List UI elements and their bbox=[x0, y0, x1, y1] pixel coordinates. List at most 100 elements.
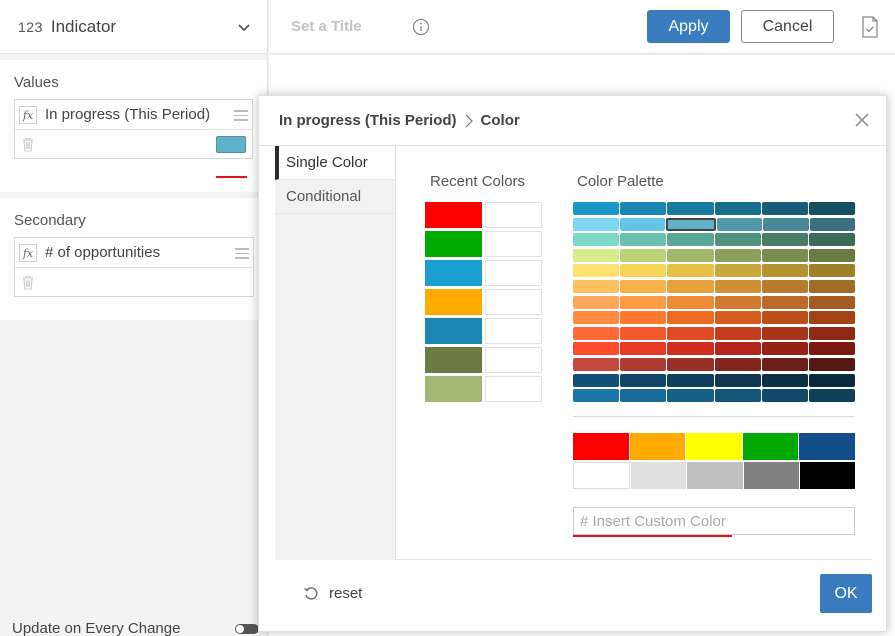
palette-color-swatch[interactable] bbox=[620, 279, 667, 293]
recent-color-swatch[interactable] bbox=[425, 376, 482, 402]
palette-color-swatch[interactable] bbox=[714, 342, 761, 356]
palette-color-swatch[interactable] bbox=[714, 248, 761, 262]
palette-color-swatch[interactable] bbox=[620, 295, 667, 309]
palette-color-swatch[interactable] bbox=[620, 389, 667, 403]
palette-color-swatch[interactable] bbox=[808, 202, 856, 215]
basic-color-swatch[interactable] bbox=[629, 433, 686, 460]
palette-color-swatch[interactable] bbox=[714, 233, 761, 247]
recent-color-swatch[interactable] bbox=[425, 231, 482, 257]
palette-color-swatch[interactable] bbox=[808, 326, 856, 340]
palette-color-swatch[interactable] bbox=[716, 217, 762, 231]
recent-color-empty-slot[interactable] bbox=[485, 289, 542, 315]
palette-color-swatch[interactable] bbox=[573, 342, 620, 356]
chevron-down-icon[interactable] bbox=[237, 20, 251, 34]
reset-button[interactable]: reset bbox=[303, 585, 362, 602]
visualization-selector[interactable]: 123 Indicator bbox=[0, 0, 267, 54]
palette-color-swatch[interactable] bbox=[666, 217, 716, 231]
palette-color-swatch[interactable] bbox=[620, 248, 667, 262]
palette-color-swatch[interactable] bbox=[667, 264, 714, 278]
palette-color-swatch[interactable] bbox=[808, 279, 856, 293]
trash-icon[interactable] bbox=[21, 137, 35, 152]
palette-color-swatch[interactable] bbox=[573, 279, 620, 293]
palette-color-swatch[interactable] bbox=[808, 389, 856, 403]
palette-color-swatch[interactable] bbox=[714, 279, 761, 293]
basic-color-swatch[interactable] bbox=[573, 462, 631, 489]
palette-color-swatch[interactable] bbox=[761, 295, 808, 309]
recent-color-swatch[interactable] bbox=[425, 318, 482, 344]
palette-color-swatch[interactable] bbox=[573, 295, 620, 309]
palette-color-swatch[interactable] bbox=[761, 248, 808, 262]
palette-color-swatch[interactable] bbox=[620, 264, 667, 278]
recent-color-swatch[interactable] bbox=[425, 202, 482, 228]
palette-color-swatch[interactable] bbox=[620, 373, 667, 387]
recent-color-empty-slot[interactable] bbox=[485, 231, 542, 257]
palette-color-swatch[interactable] bbox=[714, 373, 761, 387]
palette-color-swatch[interactable] bbox=[761, 311, 808, 325]
secondary-field[interactable]: fx # of opportunities bbox=[14, 237, 254, 297]
palette-color-swatch[interactable] bbox=[573, 248, 620, 262]
info-icon[interactable] bbox=[412, 18, 430, 36]
palette-color-swatch[interactable] bbox=[667, 233, 714, 247]
palette-color-swatch[interactable] bbox=[761, 357, 808, 371]
palette-color-swatch[interactable] bbox=[667, 342, 714, 356]
palette-color-swatch[interactable] bbox=[620, 326, 667, 340]
drag-handle-icon[interactable] bbox=[235, 248, 249, 262]
basic-color-swatch[interactable] bbox=[687, 462, 743, 489]
update-on-change-toggle[interactable] bbox=[235, 624, 259, 634]
palette-color-swatch[interactable] bbox=[667, 295, 714, 309]
palette-color-swatch[interactable] bbox=[808, 311, 856, 325]
palette-color-swatch[interactable] bbox=[808, 233, 856, 247]
palette-color-swatch[interactable] bbox=[761, 202, 808, 215]
palette-color-swatch[interactable] bbox=[573, 264, 620, 278]
palette-color-swatch[interactable] bbox=[761, 373, 808, 387]
custom-color-input[interactable] bbox=[573, 507, 855, 535]
basic-color-swatch[interactable] bbox=[743, 462, 799, 489]
palette-color-swatch[interactable] bbox=[620, 357, 667, 371]
palette-color-swatch[interactable] bbox=[763, 217, 809, 231]
palette-color-swatch[interactable] bbox=[667, 311, 714, 325]
palette-color-swatch[interactable] bbox=[620, 311, 667, 325]
trash-icon[interactable] bbox=[21, 275, 35, 290]
recent-color-empty-slot[interactable] bbox=[485, 347, 542, 373]
palette-color-swatch[interactable] bbox=[714, 264, 761, 278]
basic-color-swatch[interactable] bbox=[799, 462, 856, 489]
palette-color-swatch[interactable] bbox=[620, 202, 667, 215]
basic-color-swatch[interactable] bbox=[799, 433, 855, 460]
drag-handle-icon[interactable] bbox=[234, 110, 248, 124]
palette-color-swatch[interactable] bbox=[667, 279, 714, 293]
close-icon[interactable] bbox=[854, 112, 870, 128]
tab-conditional[interactable]: Conditional bbox=[275, 180, 395, 214]
palette-color-swatch[interactable] bbox=[714, 202, 761, 215]
palette-color-swatch[interactable] bbox=[573, 326, 620, 340]
palette-color-swatch[interactable] bbox=[808, 357, 856, 371]
apply-button[interactable]: Apply bbox=[647, 10, 730, 43]
palette-color-swatch[interactable] bbox=[573, 311, 620, 325]
palette-color-swatch[interactable] bbox=[573, 373, 620, 387]
cancel-button[interactable]: Cancel bbox=[741, 10, 834, 43]
recent-color-empty-slot[interactable] bbox=[485, 318, 542, 344]
palette-color-swatch[interactable] bbox=[761, 233, 808, 247]
palette-color-swatch[interactable] bbox=[573, 202, 620, 215]
values-field[interactable]: fx In progress (This Period) bbox=[14, 99, 253, 159]
palette-color-swatch[interactable] bbox=[808, 295, 856, 309]
palette-color-swatch[interactable] bbox=[573, 357, 620, 371]
palette-color-swatch[interactable] bbox=[573, 233, 620, 247]
palette-color-swatch[interactable] bbox=[619, 217, 665, 231]
basic-color-swatch[interactable] bbox=[686, 433, 742, 460]
palette-color-swatch[interactable] bbox=[808, 248, 856, 262]
palette-color-swatch[interactable] bbox=[808, 373, 856, 387]
ok-button[interactable]: OK bbox=[820, 574, 872, 613]
palette-color-swatch[interactable] bbox=[761, 342, 808, 356]
basic-color-swatch[interactable] bbox=[631, 462, 687, 489]
palette-color-swatch[interactable] bbox=[761, 264, 808, 278]
palette-color-swatch[interactable] bbox=[808, 264, 856, 278]
recent-color-empty-slot[interactable] bbox=[485, 260, 542, 286]
basic-color-swatch[interactable] bbox=[742, 433, 799, 460]
palette-color-swatch[interactable] bbox=[714, 357, 761, 371]
palette-color-swatch[interactable] bbox=[667, 202, 714, 215]
palette-color-swatch[interactable] bbox=[714, 295, 761, 309]
recent-color-empty-slot[interactable] bbox=[485, 376, 542, 402]
palette-color-swatch[interactable] bbox=[667, 357, 714, 371]
recent-color-swatch[interactable] bbox=[425, 347, 482, 373]
palette-color-swatch[interactable] bbox=[667, 326, 714, 340]
